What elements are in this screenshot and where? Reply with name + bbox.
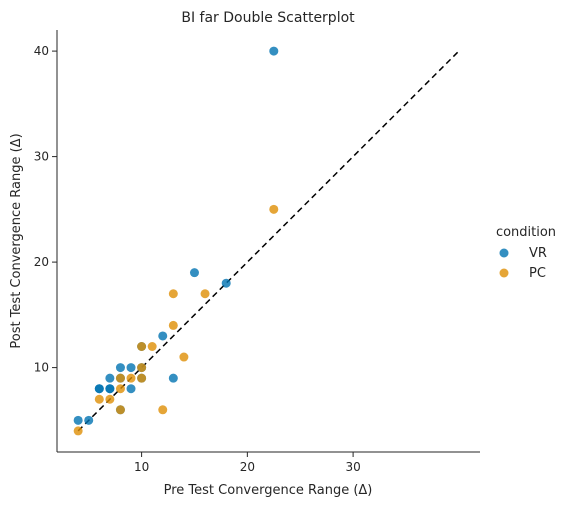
legend-marker-vr [499, 248, 509, 258]
reference-line-group [77, 50, 460, 432]
data-point-vr [168, 373, 178, 383]
y-tick-label: 10 [34, 361, 49, 375]
data-point-vr [73, 415, 83, 425]
data-point-pc [168, 289, 178, 299]
identity-reference-line [77, 50, 460, 432]
data-point-pc [94, 394, 104, 404]
data-point-vr [94, 384, 104, 394]
legend-title: condition [496, 225, 556, 240]
data-point-pc [179, 352, 189, 362]
data-point-vr [115, 363, 125, 373]
data-point-vr [269, 46, 279, 56]
data-point-vr [84, 415, 94, 425]
ticks: 10 20 30 10 20 30 40 [34, 44, 361, 474]
data-point-pc [147, 342, 157, 351]
y-tick-label: 20 [34, 255, 49, 269]
series-vr [73, 46, 279, 425]
chart-title: BI far Double Scatterplot [181, 10, 355, 26]
data-point-pc [158, 405, 168, 415]
data-point-vr [105, 373, 115, 383]
data-point-pc [105, 394, 115, 404]
data-point-vr [126, 384, 136, 394]
data-point-vr [126, 363, 136, 373]
data-points [73, 46, 279, 436]
data-point-pc [115, 373, 125, 383]
axes [56, 30, 480, 453]
data-point-pc [73, 426, 83, 436]
data-point-pc [269, 204, 279, 214]
x-tick-label: 20 [240, 460, 255, 474]
data-point-pc [200, 289, 210, 299]
data-point-vr [221, 278, 231, 288]
data-point-pc [126, 373, 136, 383]
x-axis-label: Pre Test Convergence Range (Δ) [164, 483, 373, 498]
x-tick-label: 30 [345, 460, 360, 474]
data-point-pc [137, 363, 147, 373]
data-point-pc [115, 384, 125, 394]
y-tick-label: 30 [34, 150, 49, 164]
data-point-vr [189, 268, 199, 278]
data-point-vr [158, 331, 168, 341]
legend-label-vr: VR [529, 246, 547, 261]
series-pc [73, 204, 279, 436]
data-point-pc [115, 405, 125, 415]
legend-label-pc: PC [529, 266, 546, 281]
legend-marker-pc [499, 268, 509, 278]
data-point-pc [137, 373, 147, 383]
y-tick-label: 40 [34, 44, 49, 58]
legend: condition VR PC [496, 225, 556, 281]
data-point-pc [137, 342, 147, 351]
y-axis-label: Post Test Convergence Range (Δ) [9, 133, 24, 348]
data-point-vr [105, 384, 115, 394]
x-tick-label: 10 [134, 460, 149, 474]
data-point-pc [168, 320, 178, 330]
